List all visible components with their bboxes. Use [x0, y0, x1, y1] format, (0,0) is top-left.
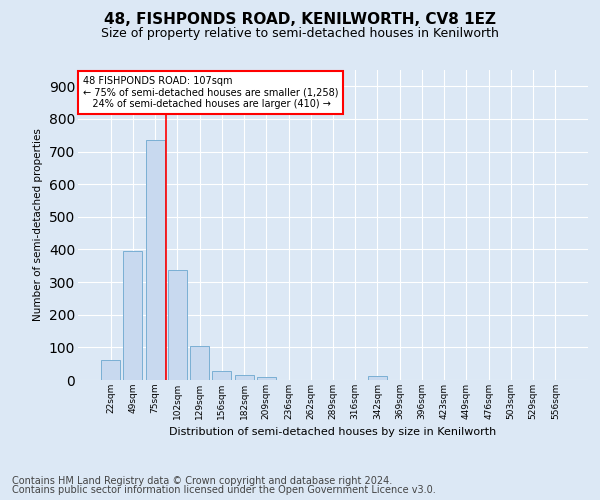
Bar [190, 346, 209, 380]
Bar [146, 140, 164, 380]
Bar [235, 375, 254, 380]
Text: 48 FISHPONDS ROAD: 107sqm
← 75% of semi-detached houses are smaller (1,258)
   2: 48 FISHPONDS ROAD: 107sqm ← 75% of semi-… [83, 76, 338, 110]
Text: Size of property relative to semi-detached houses in Kenilworth: Size of property relative to semi-detach… [101, 28, 499, 40]
Text: Contains public sector information licensed under the Open Government Licence v3: Contains public sector information licen… [12, 485, 436, 495]
Text: Contains HM Land Registry data © Crown copyright and database right 2024.: Contains HM Land Registry data © Crown c… [12, 476, 392, 486]
Bar [124, 252, 142, 380]
Text: 48, FISHPONDS ROAD, KENILWORTH, CV8 1EZ: 48, FISHPONDS ROAD, KENILWORTH, CV8 1EZ [104, 12, 496, 28]
Bar [168, 270, 187, 380]
Y-axis label: Number of semi-detached properties: Number of semi-detached properties [33, 128, 43, 322]
Bar [212, 371, 231, 380]
Bar [257, 377, 276, 380]
X-axis label: Distribution of semi-detached houses by size in Kenilworth: Distribution of semi-detached houses by … [169, 428, 497, 438]
Bar [101, 360, 120, 380]
Bar [368, 376, 387, 380]
